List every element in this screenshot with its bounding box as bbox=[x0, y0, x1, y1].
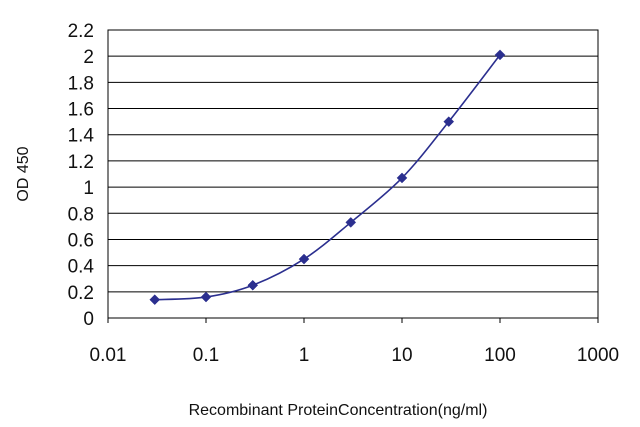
series-layer bbox=[149, 49, 506, 306]
data-point bbox=[247, 279, 259, 291]
y-axis-title: OD 450 bbox=[15, 146, 32, 201]
x-tick-label: 100 bbox=[484, 345, 516, 366]
y-tick-label: 1.8 bbox=[68, 73, 94, 94]
y-tick-label: 1.2 bbox=[68, 152, 94, 173]
y-tick-label: 2.2 bbox=[68, 21, 94, 42]
y-axis-tick-labels: 0 0.2 0.4 0.6 0.8 1 1.2 1.4 1.6 1.8 2 2.2 bbox=[68, 21, 95, 330]
y-tick-label: 0.8 bbox=[68, 204, 94, 225]
series-line bbox=[154, 54, 501, 301]
y-tick-label: 1.6 bbox=[68, 100, 94, 121]
data-point bbox=[298, 253, 310, 265]
y-tick-label: 0.2 bbox=[68, 283, 94, 304]
data-point bbox=[345, 217, 357, 228]
grid-lines bbox=[108, 29, 598, 319]
data-point bbox=[149, 294, 161, 306]
data-point bbox=[443, 116, 455, 127]
x-tick-label: 10 bbox=[391, 345, 412, 366]
y-tick-label: 1.4 bbox=[68, 126, 95, 147]
x-tick-label: 0.01 bbox=[90, 345, 127, 366]
x-tick-label: 0.1 bbox=[193, 345, 219, 366]
y-tick-label: 0.4 bbox=[68, 257, 95, 278]
data-point bbox=[200, 291, 212, 303]
y-tick-label: 0.6 bbox=[68, 230, 94, 251]
x-tick-label: 1 bbox=[299, 345, 310, 366]
x-axis-title: Recombinant ProteinConcentration(ng/ml) bbox=[189, 402, 488, 419]
y-tick-label: 0 bbox=[83, 309, 94, 330]
y-tick-label: 2 bbox=[83, 47, 94, 68]
plot-area bbox=[107, 29, 599, 319]
x-tick-label: 1000 bbox=[577, 345, 619, 366]
data-point bbox=[494, 49, 506, 61]
x-axis-tick-labels: 0.01 0.1 1 10 100 1000 bbox=[90, 318, 619, 366]
data-point bbox=[396, 172, 408, 184]
y-tick-label: 1 bbox=[83, 178, 94, 199]
